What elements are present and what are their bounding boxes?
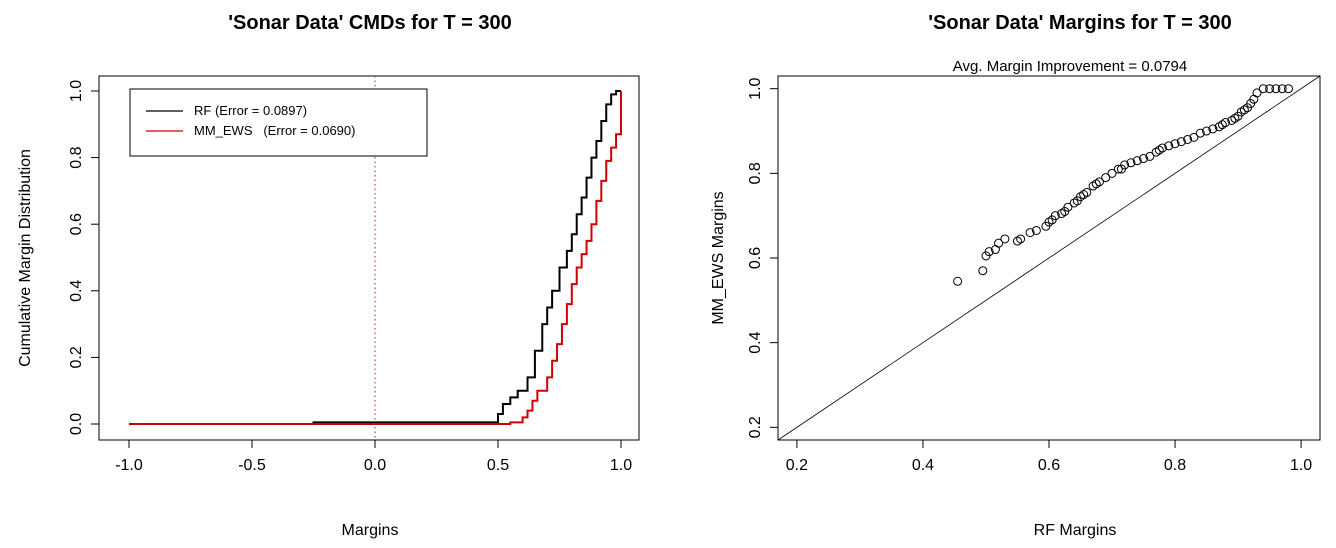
margins-subtitle: Avg. Margin Improvement = 0.0794 [953,58,1187,75]
cmd-y-tick-label: 0.8 [68,146,85,168]
cmd-x-tick-label: 1.0 [610,457,632,474]
margins-point [1220,118,1230,128]
margins-point [1258,84,1268,94]
margins-axes: 0.2 0.4 0.6 0.8 1.0 0.2 0.4 0.6 0.8 1.0 [747,77,1312,474]
cmd-panel: 'Sonar Data' CMDs for T = 300 Margins Cu… [17,12,640,539]
margins-x-tick-label: 0.8 [1164,457,1186,474]
margins-point [1252,88,1262,98]
legend-label-mm-ews: MM_EWS (Error = 0.0690) [194,123,355,138]
margins-chart-title: 'Sonar Data' Margins for T = 300 [928,12,1232,34]
cmd-legend-box [129,88,428,157]
cmd-y-tick-label: 1.0 [68,80,85,102]
margins-point [1157,143,1167,153]
margins-point [1050,211,1060,221]
margins-point [1176,137,1186,147]
margins-point [1202,126,1212,136]
margins-y-tick-label: 1.0 [747,77,764,99]
margins-point [953,276,963,286]
margins-point [1031,225,1041,235]
cmd-series-line-mm-ews [129,91,622,425]
cmd-y-tick-label: 0.6 [68,213,85,235]
cmd-x-tick-label: 0.5 [487,457,509,474]
cmd-x-tick-label: 0.0 [364,457,386,474]
margins-point [1000,234,1010,244]
cmd-series [129,90,622,425]
margins-point [1025,228,1035,238]
margins-point [1277,84,1287,94]
margins-point [1120,160,1130,170]
margins-point [1170,139,1180,149]
margins-y-axis-label: MM_EWS Margins [710,191,727,324]
margins-point [1183,134,1193,144]
margins-point [1139,154,1149,164]
margins-point [1195,128,1205,138]
margins-point [1132,156,1142,166]
margins-point [1271,84,1281,94]
margins-points [953,84,1293,286]
cmd-legend: RF (Error = 0.0897) MM_EWS (Error = 0.06… [129,88,428,157]
margins-point [994,238,1004,248]
margins-x-tick-label: 0.2 [786,457,808,474]
margins-point [1145,151,1155,161]
identity-line [777,75,1321,441]
cmd-y-tick-label: 0.4 [68,280,85,302]
cmd-series-line-rf [129,90,621,425]
margins-point [1164,141,1174,151]
legend-label-rf: RF (Error = 0.0897) [194,103,307,118]
margins-point [984,247,994,257]
cmd-x-tick-label: -0.5 [238,457,266,474]
margins-point [1126,158,1136,168]
margins-point [1107,168,1117,178]
margins-point [1016,234,1026,244]
margins-y-tick-label: 0.6 [747,247,764,269]
margins-x-tick-label: 1.0 [1290,457,1312,474]
cmd-chart-title: 'Sonar Data' CMDs for T = 300 [228,12,511,34]
cmd-y-axis-label: Cumulative Margin Distribution [17,149,34,367]
margins-point [1189,132,1199,142]
margins-x-tick-label: 0.4 [912,457,934,474]
margins-point [1094,177,1104,187]
cmd-y-tick-label: 0.2 [68,346,85,368]
cmd-x-axis-label: Margins [342,522,399,539]
margins-point [1265,84,1275,94]
margins-point [1208,124,1218,134]
margins-panel: 'Sonar Data' Margins for T = 300 Avg. Ma… [710,12,1321,539]
margins-y-tick-label: 0.2 [747,416,764,438]
cmd-y-tick-label: 0.0 [68,413,85,435]
cmd-x-tick-label: -1.0 [115,457,143,474]
margins-point [978,266,988,276]
margins-point [1101,173,1111,183]
cmd-axes: -1.0 -0.5 0.0 0.5 1.0 0.0 0.2 0.4 0.6 0.8 1.0 [68,80,632,474]
margins-point [1283,84,1293,94]
margins-point [1082,187,1092,197]
margins-y-tick-label: 0.8 [747,162,764,184]
margins-y-tick-label: 0.4 [747,331,764,353]
margins-point [1113,164,1123,174]
margins-point [1063,202,1073,212]
margins-x-axis-label: RF Margins [1034,522,1117,539]
margins-x-tick-label: 0.6 [1038,457,1060,474]
